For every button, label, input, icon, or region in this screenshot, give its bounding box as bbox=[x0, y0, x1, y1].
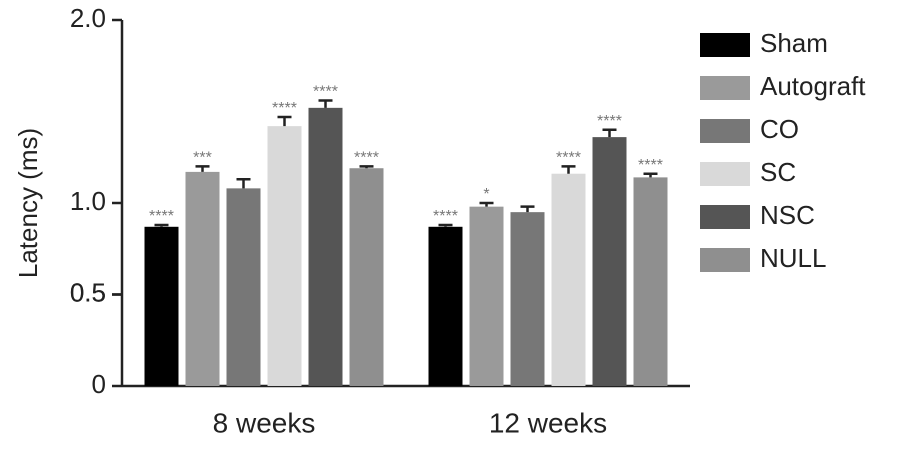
bar bbox=[469, 206, 504, 386]
legend-swatch bbox=[700, 248, 750, 272]
legend-swatch bbox=[700, 33, 750, 57]
y-tick-label: 0.5 bbox=[70, 277, 106, 307]
significance-label: **** bbox=[597, 113, 622, 130]
significance-label: **** bbox=[638, 157, 663, 174]
error-bar bbox=[359, 165, 374, 169]
error-bar bbox=[277, 115, 292, 127]
significance-label: * bbox=[483, 186, 489, 203]
bar bbox=[144, 226, 179, 386]
legend-swatch bbox=[700, 205, 750, 229]
legend-label: NSC bbox=[760, 200, 815, 230]
legend-label: SC bbox=[760, 157, 796, 187]
bar bbox=[267, 126, 302, 386]
significance-label: **** bbox=[272, 100, 297, 117]
y-tick-label: 1.0 bbox=[70, 186, 106, 216]
error-bar bbox=[643, 172, 658, 178]
significance-label: **** bbox=[433, 208, 458, 225]
bar bbox=[510, 212, 545, 386]
bar bbox=[185, 171, 220, 386]
error-bar bbox=[520, 205, 535, 213]
significance-label: **** bbox=[313, 84, 338, 101]
legend-swatch bbox=[700, 162, 750, 186]
significance-label: *** bbox=[193, 150, 212, 167]
legend-swatch bbox=[700, 76, 750, 100]
legend-swatch bbox=[700, 119, 750, 143]
y-tick-label: 0.5 bbox=[70, 277, 106, 307]
significance-label: **** bbox=[149, 208, 174, 225]
significance-label: **** bbox=[354, 150, 379, 167]
x-tick-label: 12 weeks bbox=[489, 407, 607, 438]
error-bar bbox=[438, 223, 453, 227]
error-bar bbox=[602, 128, 617, 138]
y-axis-label: Latency (ms) bbox=[13, 128, 43, 278]
y-tick-label: 2.0 bbox=[70, 3, 106, 33]
error-bar bbox=[154, 223, 169, 227]
bar bbox=[226, 188, 261, 386]
x-tick-label: 8 weeks bbox=[213, 407, 316, 438]
bar bbox=[592, 137, 627, 386]
error-bar bbox=[236, 177, 251, 189]
legend-label: CO bbox=[760, 114, 799, 144]
bar bbox=[308, 107, 343, 386]
bar bbox=[428, 226, 463, 386]
legend-label: Autograft bbox=[760, 71, 866, 101]
bar bbox=[349, 168, 384, 386]
legend-label: Sham bbox=[760, 28, 828, 58]
error-bar bbox=[479, 201, 494, 207]
error-bar bbox=[318, 99, 333, 108]
legend-label: NULL bbox=[760, 243, 826, 273]
error-bar bbox=[561, 165, 576, 174]
bar bbox=[551, 173, 586, 386]
error-bar bbox=[195, 165, 210, 172]
bar bbox=[633, 177, 668, 386]
y-tick-label: 0 bbox=[92, 369, 106, 399]
significance-label: **** bbox=[556, 150, 581, 167]
